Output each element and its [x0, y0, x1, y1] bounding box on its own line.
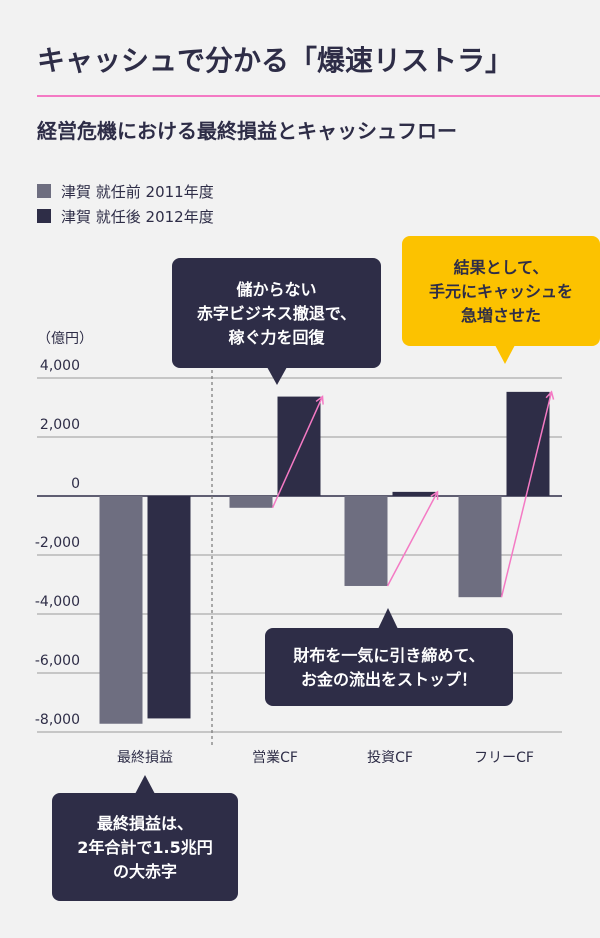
y-tick-label: 0 [71, 476, 80, 492]
chart-subtitle: 経営危機における最終損益とキャッシュフロー [37, 119, 457, 143]
callout-pointer [267, 367, 287, 385]
callout-text: 手元にキャッシュを [429, 282, 573, 301]
callout-text: 赤字ビジネス撤退で、 [197, 304, 356, 323]
callout-pointer [495, 345, 515, 364]
callout-pointer [135, 775, 155, 794]
arrowhead-icon [315, 395, 324, 405]
y-tick-label: 2,000 [40, 417, 80, 433]
callout-text: 2年合計で1.5兆円 [77, 838, 212, 857]
legend-swatch-2012 [37, 209, 51, 223]
callout-text: 稼ぐ力を回復 [228, 328, 325, 347]
bar-2011 [458, 496, 502, 598]
legend-swatch-2011 [37, 184, 51, 198]
callout-text: 急増させた [461, 306, 541, 325]
y-tick-label: -4,000 [35, 594, 80, 610]
bar-2012 [392, 491, 436, 496]
y-axis-ticks: 4,000 2,000 0 -2,000 -4,000 -6,000 -8,000 [35, 358, 80, 728]
y-tick-label: -8,000 [35, 712, 80, 728]
x-tick-label: フリーCF [474, 750, 534, 766]
bar-2011 [229, 496, 273, 508]
callout-pointer [378, 608, 398, 629]
callout-box [402, 236, 600, 346]
x-tick-label: 営業CF [252, 750, 298, 766]
callout-text: お金の流出をストップ！ [301, 670, 477, 689]
y-tick-label: 4,000 [40, 358, 80, 374]
change-arrow [386, 491, 439, 587]
arrowhead-icon [545, 390, 555, 400]
arrowhead-icon [430, 490, 439, 500]
callout-text: 儲からない [235, 280, 316, 299]
legend: 津賀 就任前 2011年度 津賀 就任後 2012年度 [37, 183, 214, 226]
bar-2012 [506, 391, 550, 496]
bars [99, 391, 550, 724]
change-arrows [271, 390, 555, 598]
callout-text: 最終損益は、 [97, 814, 193, 833]
callouts: 儲からない赤字ビジネス撤退で、稼ぐ力を回復結果として、手元にキャッシュを急増させ… [52, 236, 600, 901]
page-title: キャッシュで分かる「爆速リストラ」 [37, 44, 513, 77]
unit-label: （億円） [37, 331, 93, 347]
callout-investing-cf: 財布を一気に引き締めて、お金の流出をストップ！ [265, 608, 513, 706]
legend-label-2011: 津賀 就任前 2011年度 [61, 183, 214, 201]
y-tick-label: -6,000 [35, 653, 80, 669]
callout-text: 結果として、 [454, 258, 549, 277]
x-axis-labels: 最終損益 営業CF 投資CF フリーCF [117, 750, 534, 766]
callout-box [52, 793, 238, 901]
legend-label-2012: 津賀 就任後 2012年度 [61, 208, 214, 226]
callout-text: の大赤字 [113, 862, 177, 881]
x-tick-label: 投資CF [367, 750, 413, 766]
change-arrow [271, 396, 324, 509]
callout-box [265, 628, 513, 706]
bar-2011 [344, 496, 388, 586]
change-arrow [500, 391, 553, 598]
bar-2012 [147, 496, 191, 719]
callout-text: 財布を一気に引き締めて、 [293, 646, 484, 665]
callout-box [172, 258, 381, 368]
y-tick-label: -2,000 [35, 535, 80, 551]
bar-2011 [99, 496, 143, 724]
x-tick-label: 最終損益 [117, 750, 173, 766]
